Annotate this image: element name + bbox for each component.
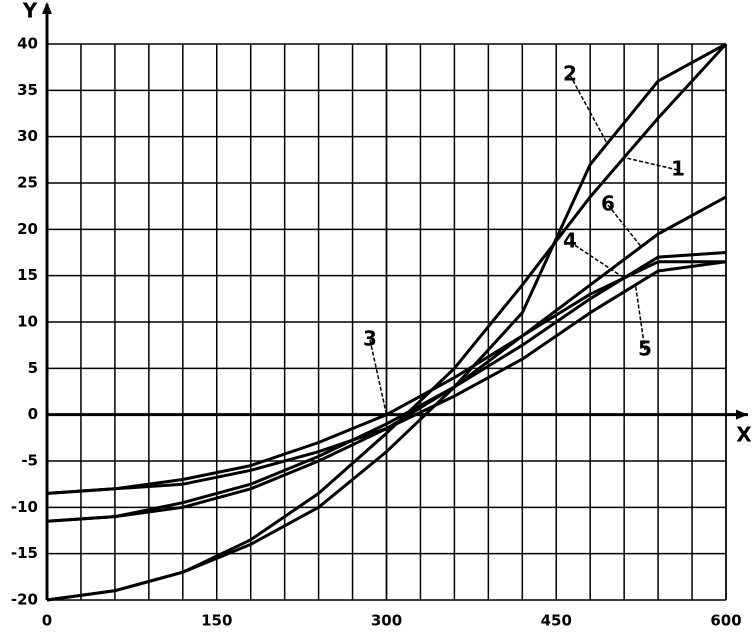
label-leader (634, 284, 646, 351)
x-tick-label: 150 (201, 612, 232, 630)
y-tick-label: 25 (17, 174, 38, 192)
series-line (46, 42, 727, 602)
x-tick-label: 0 (42, 612, 52, 630)
x-tick-label: 600 (710, 612, 741, 630)
series-label: 2 (563, 62, 577, 86)
label-leader (369, 339, 388, 415)
y-tick-label: 20 (17, 220, 38, 238)
y-tick-label: 40 (17, 35, 38, 53)
y-tick-label: 35 (17, 81, 38, 99)
series-label: 4 (563, 229, 577, 253)
label-leader (607, 204, 642, 248)
y-axis-label: Y (22, 0, 38, 23)
y-tick-label: 15 (17, 266, 38, 284)
x-tick-label: 300 (371, 612, 402, 630)
x-axis-arrow (736, 409, 748, 420)
x-tick-label: 450 (541, 612, 572, 630)
series-line (46, 251, 727, 523)
y-tick-label: 30 (17, 127, 38, 145)
y-tick-label: 10 (17, 313, 38, 331)
y-tick-label: -20 (11, 591, 38, 609)
series-label: 1 (671, 157, 685, 181)
y-tick-label: -10 (11, 498, 38, 516)
y-axis-arrow (42, 2, 52, 14)
series-label: 6 (601, 192, 615, 216)
series-line (46, 195, 727, 523)
y-tick-label: 0 (28, 405, 38, 423)
y-tick-label: -15 (11, 544, 38, 562)
label-leader (569, 74, 608, 144)
label-leader (623, 156, 679, 171)
label-leader (569, 241, 625, 279)
y-tick-label: 5 (28, 359, 38, 377)
y-tick-label: -5 (21, 452, 38, 470)
series-label: 3 (363, 327, 377, 351)
series-label: 5 (638, 337, 652, 361)
x-axis-label: X (736, 423, 752, 447)
